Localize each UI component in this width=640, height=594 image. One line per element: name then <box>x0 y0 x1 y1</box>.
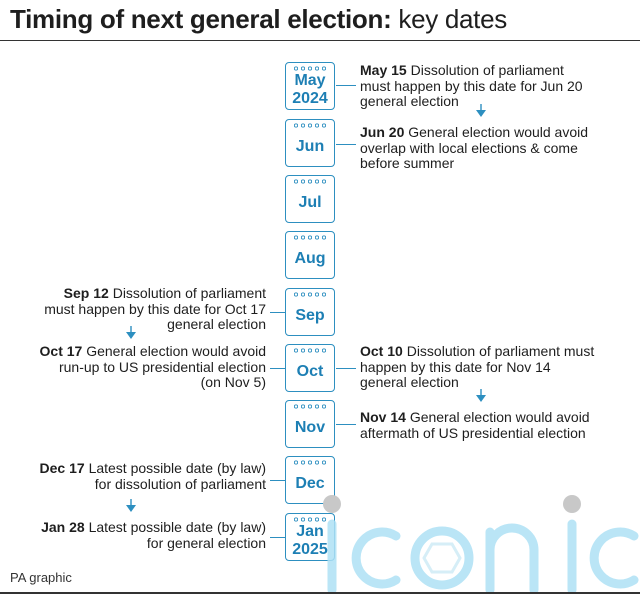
event-dec17: Dec 17 Latest possible date (by law) for … <box>39 460 266 492</box>
month-box-sep: Sep <box>285 288 335 336</box>
year-label: 2024 <box>292 90 328 107</box>
event-text: (on Nov 5) <box>200 374 266 390</box>
month-label: Jun <box>295 138 325 155</box>
event-text: run-up to US presidential election <box>58 358 266 375</box>
event-date: Oct 10 <box>360 343 403 359</box>
event-text: Dissolution of parliament must <box>406 343 595 359</box>
connector-oct10 <box>336 368 356 369</box>
event-text: general election <box>360 93 459 109</box>
month-label: Sep <box>295 307 325 324</box>
event-date: Oct 17 <box>39 343 83 359</box>
event-text: for dissolution of parliament <box>94 475 266 492</box>
month-label: Jan <box>296 523 324 540</box>
calendar-rings-icon <box>291 235 329 240</box>
event-text: happen by this date for Nov 14 <box>360 358 551 375</box>
month-box-jun: Jun <box>285 119 335 167</box>
event-oct10: Oct 10 Dissolution of parliament must hap… <box>360 343 595 391</box>
month-label: Oct <box>296 363 324 380</box>
event-text: Dissolution of parliament <box>112 285 266 301</box>
event-text: general election <box>360 374 459 390</box>
event-date: Sep 12 <box>63 285 109 301</box>
down-arrow-icon <box>126 326 136 339</box>
month-box-dec: Dec <box>285 456 335 504</box>
event-date: Dec 17 <box>39 460 85 476</box>
down-arrow-icon <box>126 499 136 512</box>
connector-nov14 <box>336 424 356 425</box>
calendar-rings-icon <box>291 348 329 353</box>
event-text: general election <box>167 316 266 332</box>
title-bold: Timing of next general election: <box>10 4 392 34</box>
month-label: Dec <box>295 475 325 492</box>
connector-sep12 <box>270 312 285 313</box>
calendar-rings-icon <box>291 179 329 184</box>
event-jun20: Jun 20 General election would avoid overl… <box>360 124 589 172</box>
event-text: must happen by this date for Jun 20 <box>360 77 583 94</box>
year-label: 2025 <box>292 541 328 558</box>
source-credit: PA graphic <box>10 570 72 585</box>
month-box-may: May 2024 <box>285 62 335 110</box>
month-box-aug: Aug <box>285 231 335 279</box>
connector-jan28 <box>270 537 285 538</box>
month-box-jan: Jan 2025 <box>285 513 335 561</box>
event-text: for general election <box>146 534 266 551</box>
month-box-jul: Jul <box>285 175 335 223</box>
page-title: Timing of next general election: key dat… <box>10 4 507 34</box>
connector-dec17 <box>270 480 285 481</box>
month-box-nov: Nov <box>285 400 335 448</box>
down-arrow-icon <box>476 389 486 402</box>
down-arrow-icon <box>476 104 486 117</box>
bottom-divider <box>0 592 640 594</box>
month-box-oct: Oct <box>285 344 335 392</box>
event-date: Jan 28 <box>41 519 85 535</box>
calendar-rings-icon <box>291 292 329 297</box>
month-label: May <box>294 72 326 89</box>
event-text: General election would avoid <box>409 409 590 425</box>
event-may15: May 15 Dissolution of parliament must hap… <box>360 62 583 110</box>
calendar-rings-icon <box>291 123 329 128</box>
event-date: Jun 20 <box>360 124 405 140</box>
event-text: before summer <box>360 155 455 171</box>
connector-may15 <box>336 85 356 86</box>
month-label: Aug <box>294 250 326 267</box>
connector-jun20 <box>336 144 356 145</box>
calendar-rings-icon <box>291 66 329 71</box>
calendar-rings-icon <box>291 404 329 409</box>
event-text: Latest possible date (by law) <box>88 519 266 535</box>
event-text: aftermath of US presidential election <box>360 424 586 441</box>
event-jan28: Jan 28 Latest possible date (by law) for … <box>41 519 266 551</box>
event-text: General election would avoid <box>86 343 266 359</box>
title-light: key dates <box>398 4 507 34</box>
month-label: Jul <box>298 194 322 211</box>
month-label: Nov <box>294 419 326 436</box>
event-text: Latest possible date (by law) <box>88 460 266 476</box>
event-text: General election would avoid <box>408 124 589 140</box>
calendar-rings-icon <box>291 460 329 465</box>
event-text: Dissolution of parliament <box>410 62 564 78</box>
event-date: Nov 14 <box>360 409 406 425</box>
calendar-rings-icon <box>291 517 329 522</box>
event-date: May 15 <box>360 62 407 78</box>
event-text: must happen by this date for Oct 17 <box>44 300 266 317</box>
event-oct17: Oct 17 General election would avoid run-u… <box>39 343 266 391</box>
event-nov14: Nov 14 General election would avoid after… <box>360 409 590 441</box>
iconic-watermark-logo <box>323 495 639 594</box>
event-sep12: Sep 12 Dissolution of parliament must hap… <box>44 285 266 333</box>
connector-oct17 <box>270 368 285 369</box>
title-divider <box>0 40 640 41</box>
event-text: overlap with local elections & come <box>360 139 578 156</box>
